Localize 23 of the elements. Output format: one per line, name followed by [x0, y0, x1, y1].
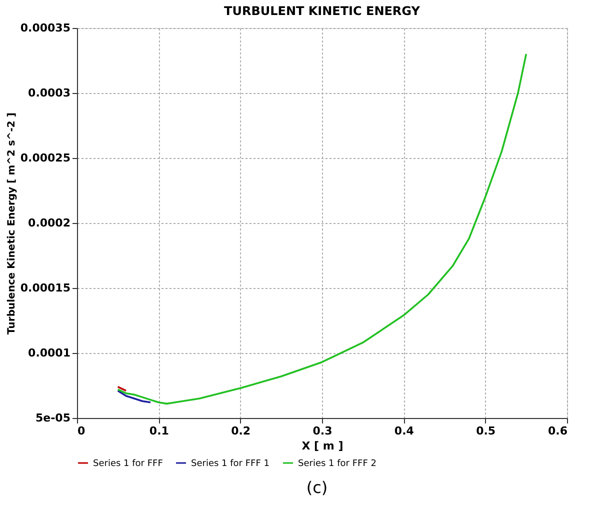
x-tick-label: 0.1: [149, 424, 169, 438]
y-tick-label: 0.00025: [20, 152, 70, 164]
y-tick-label: 0.00035: [20, 22, 70, 34]
y-tick-label: 0.0001: [28, 346, 70, 360]
chart-title: TURBULENT KINETIC ENERGY: [224, 4, 420, 18]
line-series: [116, 390, 152, 404]
x-axis-title: X [ m ]: [302, 440, 344, 452]
legend-label: Series 1 for FFF 2: [298, 459, 376, 469]
line-series: [116, 53, 528, 405]
x-tick-label: 0.3: [312, 424, 332, 438]
legend-label: Series 1 for FFF: [93, 459, 163, 469]
x-tick-label: 0.4: [394, 424, 414, 438]
text: (c): [306, 478, 328, 497]
x-tick-label: 0: [78, 424, 86, 438]
y-axis-title: Turbulence Kinetic Energy [ m^2 s^-2 ]: [6, 112, 18, 334]
y-tick-label: 0.00015: [20, 282, 70, 294]
y-tick-label: 0.0003: [28, 86, 70, 100]
x-tick-label: 0.6: [548, 424, 568, 438]
y-tick-label: 5e-05: [36, 412, 70, 424]
legend-label: Series 1 for FFF 1: [191, 459, 270, 469]
x-tick-label: 0.5: [476, 424, 496, 438]
x-tick-label: 0.2: [231, 424, 251, 438]
y-tick-label: 0.0002: [28, 216, 70, 230]
